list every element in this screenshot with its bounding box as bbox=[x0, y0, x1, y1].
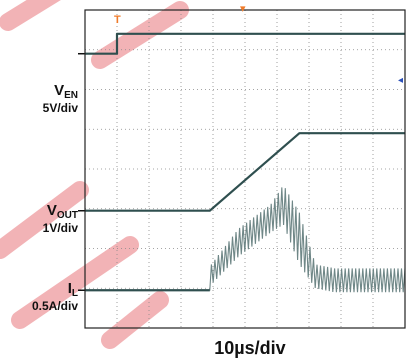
top-trigger-marker: ▾ bbox=[240, 3, 246, 15]
watermark-stroke bbox=[11, 236, 139, 329]
il-trace bbox=[85, 187, 406, 293]
ven-scale: 5V/div bbox=[42, 101, 78, 115]
ven-label: VEN 5V/div bbox=[4, 82, 78, 115]
level-marker: ◂ bbox=[398, 75, 404, 86]
vout-channel-sub: OUT bbox=[56, 210, 78, 221]
il-label: IL 0.5A/div bbox=[4, 280, 78, 313]
watermark bbox=[0, 0, 189, 349]
ven-channel-sub: EN bbox=[64, 90, 78, 101]
watermark-stroke bbox=[91, 1, 189, 69]
il-channel: I bbox=[67, 280, 72, 297]
il-scale: 0.5A/div bbox=[31, 299, 78, 313]
watermark-stroke bbox=[101, 291, 169, 349]
watermark-stroke bbox=[0, 181, 89, 259]
vout-channel: V bbox=[46, 202, 57, 219]
il-channel-sub: L bbox=[71, 288, 78, 299]
x-axis-label: 10µs/div bbox=[214, 338, 286, 358]
watermark-stroke bbox=[0, 0, 61, 31]
ven-trace bbox=[85, 32, 405, 55]
vout-scale: 1V/div bbox=[42, 221, 78, 235]
plot-frame bbox=[84, 9, 406, 329]
vout-trace bbox=[85, 132, 405, 212]
plot-traces bbox=[78, 32, 406, 293]
trigger-marker: T bbox=[114, 14, 121, 26]
vout-label: VOUT 1V/div bbox=[4, 202, 78, 235]
ven-channel: V bbox=[54, 82, 65, 99]
